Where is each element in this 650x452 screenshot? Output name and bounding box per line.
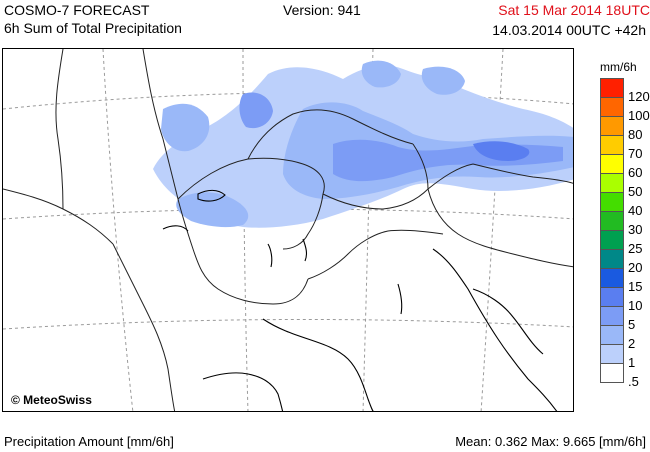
forecast-subtitle: 6h Sum of Total Precipitation (4, 20, 182, 36)
legend-swatch (600, 326, 624, 345)
legend-colorbar (600, 78, 624, 383)
legend-swatch (600, 174, 624, 193)
legend-label: 120 (628, 89, 650, 104)
legend-label: 10 (628, 298, 643, 313)
legend-label: 80 (628, 127, 643, 142)
legend-swatch (600, 193, 624, 212)
footer-caption: Precipitation Amount [mm/6h] (4, 434, 174, 449)
legend-swatch (600, 155, 624, 174)
precipitation-map: © MeteoSwiss (2, 48, 574, 412)
legend-label: 60 (628, 165, 643, 180)
legend-label: 25 (628, 241, 643, 256)
legend-label: 50 (628, 184, 643, 199)
version-label: Version: 941 (283, 2, 361, 18)
legend-swatch (600, 212, 624, 231)
legend-label: 100 (628, 108, 650, 123)
legend-swatch (600, 269, 624, 288)
legend-label: 5 (628, 317, 636, 332)
legend-swatch (600, 345, 624, 364)
legend-swatch (600, 307, 624, 326)
legend-label: 70 (628, 146, 643, 161)
legend-swatch (600, 117, 624, 136)
legend-swatch (600, 136, 624, 155)
legend-label: 1 (628, 355, 636, 370)
legend-label: 20 (628, 260, 643, 275)
legend-unit: mm/6h (600, 60, 637, 74)
graticule (3, 49, 573, 411)
run-time: 14.03.2014 00UTC +42h (492, 22, 646, 38)
footer-stats: Mean: 0.362 Max: 9.665 [mm/6h] (455, 434, 646, 449)
precipitation-field (153, 60, 573, 228)
legend-label: 30 (628, 222, 643, 237)
legend-label: 15 (628, 279, 643, 294)
valid-time: Sat 15 Mar 2014 18UTC (498, 2, 650, 18)
legend-swatch (600, 250, 624, 269)
legend-swatch (600, 78, 624, 98)
legend-label: 40 (628, 203, 643, 218)
legend-label: 2 (628, 336, 636, 351)
copyright-label: © MeteoSwiss (9, 393, 94, 407)
legend-label: .5 (628, 374, 639, 389)
legend-swatch (600, 364, 624, 383)
legend-swatch (600, 98, 624, 117)
map-canvas (3, 49, 573, 411)
country-borders (3, 49, 573, 411)
legend-swatch (600, 288, 624, 307)
forecast-title: COSMO-7 FORECAST (4, 2, 150, 18)
legend-swatch (600, 231, 624, 250)
coastlines (162, 189, 558, 411)
